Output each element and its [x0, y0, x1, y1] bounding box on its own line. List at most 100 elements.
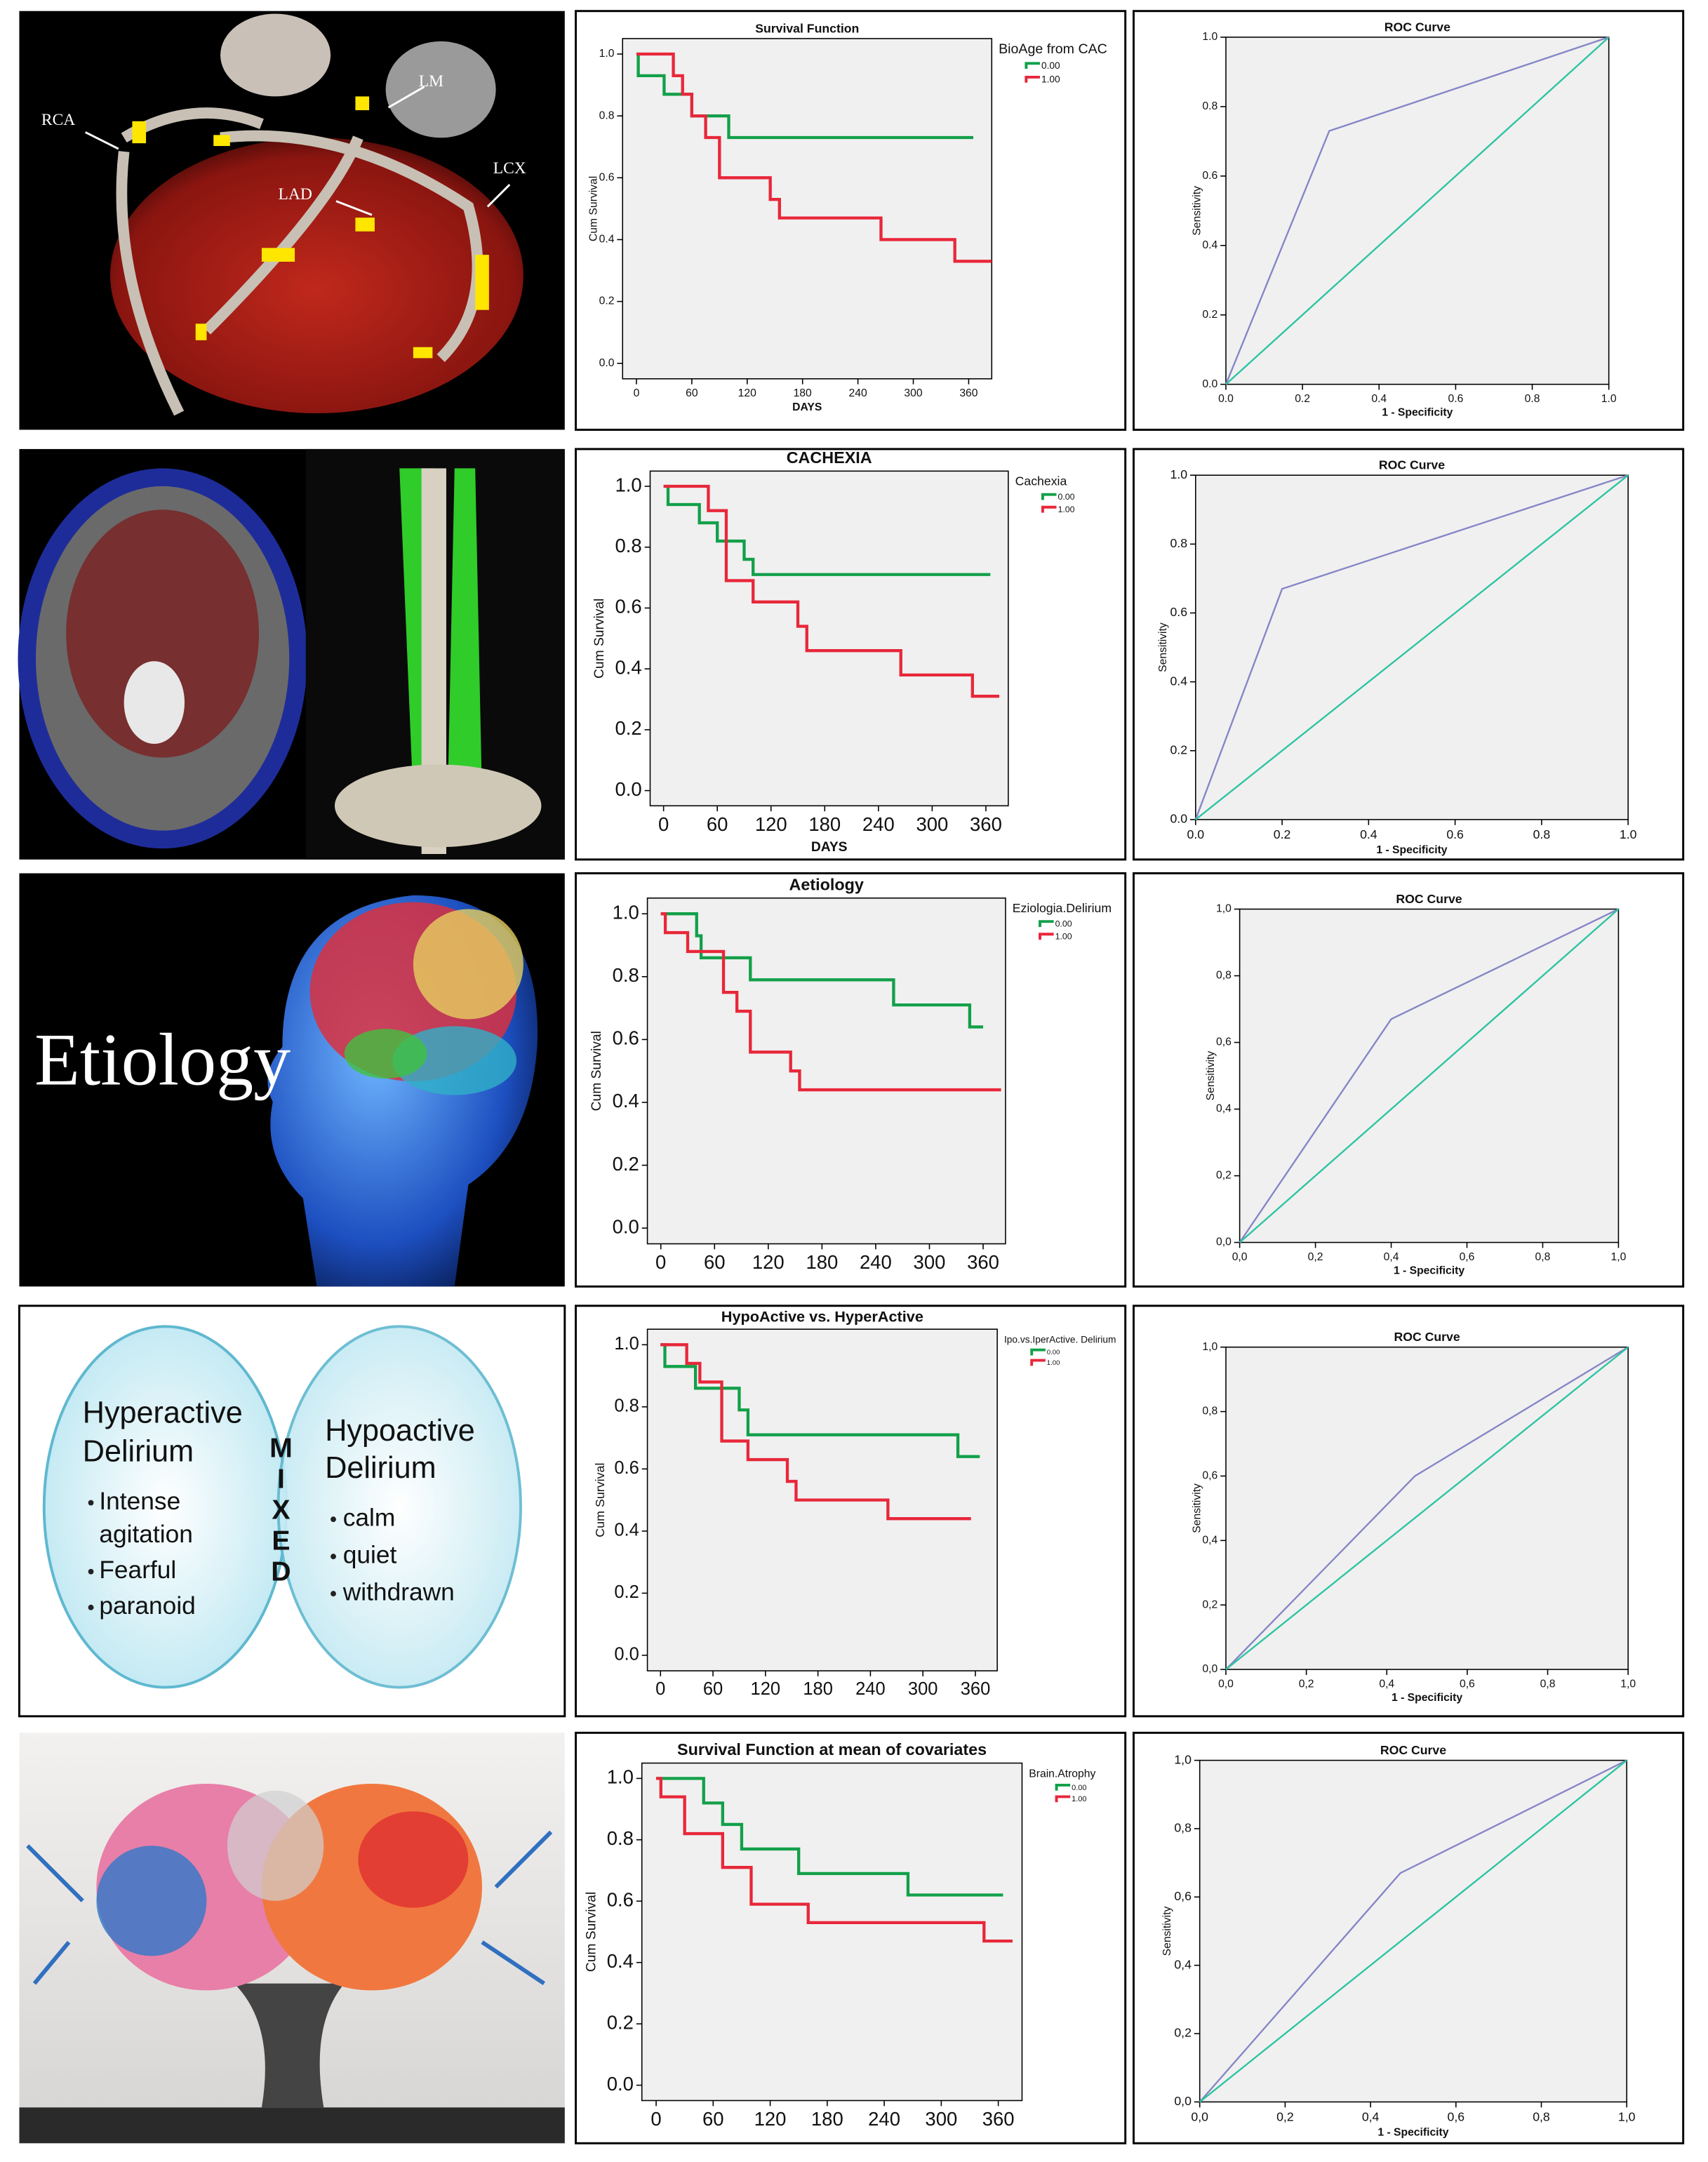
plot-area — [641, 1762, 1023, 2102]
series-line — [1225, 36, 1610, 385]
x-tick-label: 300 — [914, 1251, 946, 1273]
venn-title: Hypoactive — [325, 1414, 475, 1448]
series-line — [1225, 36, 1610, 385]
y-axis-label: Sensitivity — [1191, 186, 1203, 236]
x-tick-label: 0,0 — [1232, 1251, 1248, 1263]
series-line — [1199, 1759, 1627, 2103]
x-tick-label: 0.4 — [1371, 393, 1387, 405]
series-line — [1239, 908, 1619, 1243]
x-tick-label: 180 — [806, 1251, 838, 1273]
chart-title: ROC Curve — [1394, 1330, 1460, 1344]
plot-area — [646, 898, 1006, 1245]
x-tick-label: 120 — [755, 813, 787, 835]
x-tick-label: 0.8 — [1533, 827, 1551, 841]
y-tick-label: 0,0 — [1174, 2094, 1192, 2108]
series-line — [656, 1777, 1003, 1897]
x-tick-label: 60 — [686, 387, 698, 399]
legend-swatch — [1041, 505, 1057, 513]
x-tick-label: 60 — [704, 1251, 726, 1273]
heart-label: LM — [419, 72, 443, 91]
x-tick-label: 240 — [855, 1679, 886, 1699]
y-tick-label: 0.8 — [615, 535, 642, 556]
etiology-image: Etiology — [19, 873, 565, 1287]
venn-item: calm — [343, 1504, 396, 1531]
legend-label: 1.00 — [1055, 931, 1072, 941]
y-tick-label: 0,0 — [1202, 1663, 1217, 1675]
x-tick-label: 0,8 — [1533, 2109, 1550, 2123]
legend-title: BioAge from CAC — [999, 41, 1107, 57]
x-tick-label: 300 — [916, 813, 948, 835]
legend-swatch — [1041, 493, 1057, 500]
venn-title: Hyperactive — [83, 1396, 243, 1429]
legend-swatch — [1039, 933, 1054, 940]
series-line — [1225, 1346, 1629, 1670]
chart-title: ROC Curve — [1385, 20, 1450, 34]
legend-label: 1.00 — [1072, 1795, 1086, 1803]
legend-swatch — [1025, 62, 1040, 69]
x-tick-label: 0.6 — [1446, 827, 1464, 841]
x-tick-label: 0 — [655, 1679, 665, 1699]
x-tick-label: 0,2 — [1276, 2109, 1294, 2123]
y-axis-label: Sensitivity — [1205, 1051, 1217, 1101]
y-tick-label: 0.8 — [1202, 100, 1217, 112]
chart-title: Survival Function at mean of covariates — [677, 1740, 987, 1759]
heart-label: RCA — [41, 111, 75, 129]
x-tick-label: 1.0 — [1601, 393, 1617, 405]
x-tick-label: 0,0 — [1218, 1678, 1234, 1690]
y-tick-label: 0,4 — [1202, 1534, 1217, 1546]
venn-item: paranoid — [99, 1592, 196, 1620]
legend-swatch — [1039, 920, 1054, 928]
y-tick-label: 1.0 — [1170, 467, 1187, 481]
legend-swatch — [1025, 75, 1040, 83]
venn-title: Delirium — [83, 1434, 194, 1468]
plot-area — [649, 470, 1009, 807]
y-tick-label: 0.4 — [614, 1521, 639, 1540]
y-axis-label: Cum Survival — [588, 176, 600, 241]
x-tick-label: 240 — [860, 1251, 892, 1273]
x-tick-label: 360 — [970, 813, 1002, 835]
y-tick-label: 0.8 — [613, 964, 639, 986]
x-axis-label: DAYS — [811, 840, 848, 855]
brain-tree-image — [19, 1733, 565, 2144]
legend-label: 0.00 — [1055, 919, 1072, 928]
x-tick-label: 0.2 — [1274, 827, 1291, 841]
x-tick-label: 0,8 — [1540, 1678, 1556, 1690]
y-tick-label: 1.0 — [613, 901, 639, 923]
y-tick-label: 0.4 — [1202, 239, 1217, 251]
x-tick-label: 360 — [967, 1251, 999, 1273]
x-tick-label: 360 — [959, 387, 978, 399]
y-tick-label: 1,0 — [1202, 1341, 1217, 1353]
x-tick-label: 180 — [811, 2108, 843, 2130]
series-line — [656, 1777, 1013, 1943]
venn-item: Fearful — [99, 1556, 176, 1584]
y-tick-label: 0,6 — [1216, 1036, 1232, 1048]
y-axis-label: Sensitivity — [1157, 622, 1169, 672]
venn-middle: MIXED — [265, 1432, 296, 1587]
series-line — [1195, 474, 1629, 820]
x-axis-label: 1 - Specificity — [1392, 1692, 1462, 1704]
chart-title: ROC Curve — [1379, 458, 1445, 472]
x-axis-label: 1 - Specificity — [1382, 407, 1453, 419]
x-tick-label: 0,8 — [1535, 1251, 1551, 1263]
y-tick-label: 0,6 — [1174, 1889, 1192, 1903]
x-tick-label: 300 — [925, 2108, 957, 2130]
y-tick-label: 0.6 — [599, 171, 615, 183]
y-tick-label: 0.6 — [1202, 170, 1217, 182]
legend-label: 1.00 — [1058, 505, 1075, 514]
heart-image: RCA LM LAD LCX — [19, 11, 565, 430]
y-tick-label: 0,0 — [1216, 1236, 1232, 1248]
legend-swatch — [1055, 1795, 1071, 1803]
legend-label: 0.00 — [1072, 1784, 1086, 1792]
y-tick-label: 0.0 — [615, 778, 642, 800]
series-line — [660, 912, 984, 1029]
y-tick-label: 1.0 — [1202, 31, 1217, 43]
venn-item: agitation — [99, 1521, 193, 1548]
chart-title: HypoActive vs. HyperActive — [721, 1308, 923, 1326]
x-tick-label: 0 — [634, 387, 640, 399]
y-tick-label: 0,2 — [1202, 1599, 1217, 1610]
ct-image — [18, 448, 565, 860]
y-tick-label: 0,6 — [1202, 1470, 1217, 1482]
y-axis-label: Cum Survival — [592, 599, 607, 679]
x-tick-label: 0,2 — [1308, 1251, 1323, 1263]
